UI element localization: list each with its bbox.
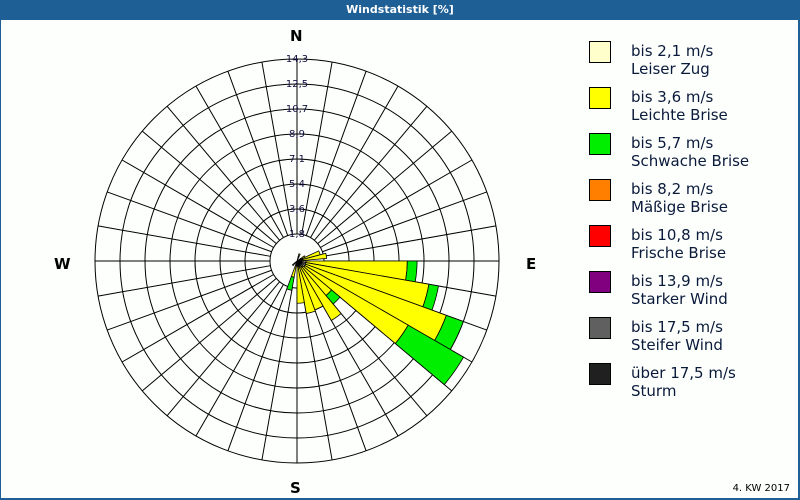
svg-text:14,3: 14,3 xyxy=(286,54,308,65)
svg-text:8,9: 8,9 xyxy=(289,129,305,140)
legend-range: bis 17,5 m/s xyxy=(631,318,723,336)
svg-text:1,8: 1,8 xyxy=(289,229,305,240)
compass-east-label: E xyxy=(526,255,537,273)
legend-range: bis 2,1 m/s xyxy=(631,42,714,60)
legend-label: Leiser Zug xyxy=(631,60,710,78)
legend-range: bis 8,2 m/s xyxy=(631,180,714,198)
legend-swatch xyxy=(589,271,611,293)
compass-south-label: S xyxy=(290,479,301,497)
legend-label: Mäßige Brise xyxy=(631,198,728,216)
legend-swatch xyxy=(589,133,611,155)
legend-label: Sturm xyxy=(631,382,677,400)
svg-text:5,4: 5,4 xyxy=(289,179,305,190)
legend-label: Schwache Brise xyxy=(631,152,750,170)
period-label: 4. KW 2017 xyxy=(732,483,790,494)
legend-swatch xyxy=(589,363,611,385)
legend-label: Frische Brise xyxy=(631,244,727,262)
legend-range: bis 13,9 m/s xyxy=(631,272,723,290)
compass-west-label: W xyxy=(54,255,71,273)
legend-label: Steifer Wind xyxy=(631,336,723,354)
legend-swatch xyxy=(589,317,611,339)
legend-swatch xyxy=(589,225,611,247)
svg-text:12,5: 12,5 xyxy=(286,79,308,90)
legend-range: bis 5,7 m/s xyxy=(631,134,714,152)
legend-swatch xyxy=(589,87,611,109)
legend-swatch xyxy=(589,41,611,63)
legend-label: Starker Wind xyxy=(631,290,728,308)
svg-text:10,7: 10,7 xyxy=(286,104,308,115)
svg-text:7,1: 7,1 xyxy=(289,154,305,165)
legend-label: Leichte Brise xyxy=(631,106,728,124)
chart-panel xyxy=(1,20,798,498)
svg-text:3,6: 3,6 xyxy=(289,204,305,215)
legend-range: bis 3,6 m/s xyxy=(631,88,714,106)
legend-swatch xyxy=(589,179,611,201)
legend-range: bis 10,8 m/s xyxy=(631,226,723,244)
legend-range: über 17,5 m/s xyxy=(631,364,736,382)
compass-north-label: N xyxy=(290,27,303,45)
chart-title: Windstatistik [%] xyxy=(0,0,800,20)
